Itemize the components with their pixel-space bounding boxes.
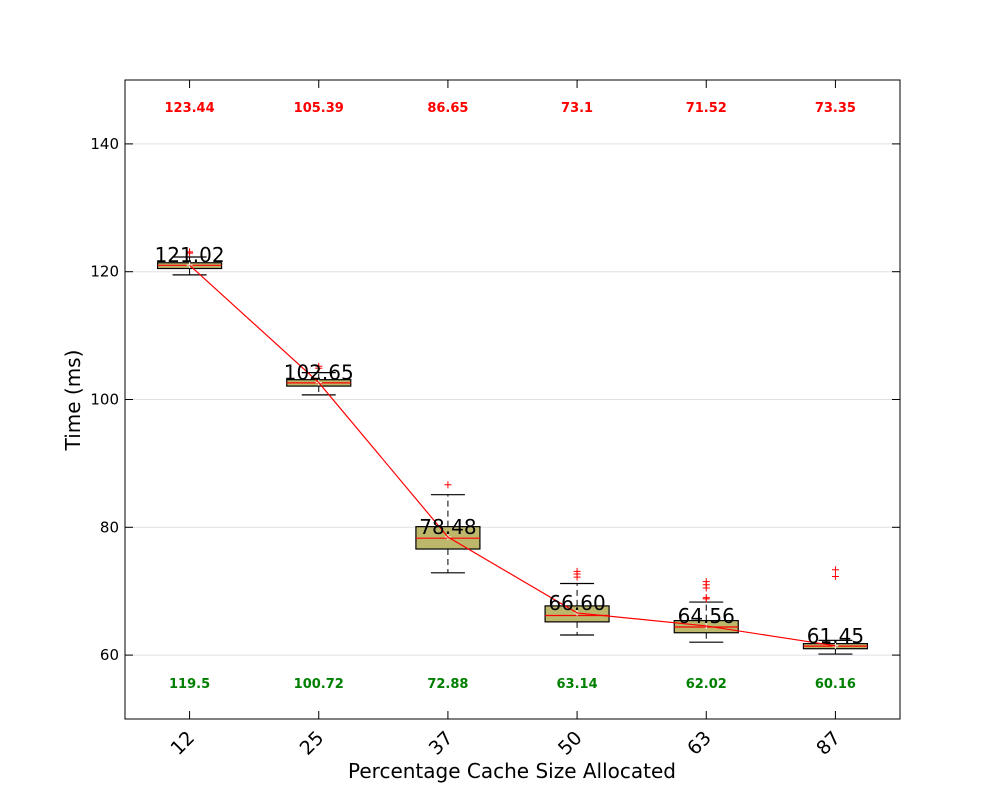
max-label: 73.35 xyxy=(815,101,856,116)
x-axis-label: Percentage Cache Size Allocated xyxy=(348,759,676,783)
mean-label: 78.48 xyxy=(419,515,476,539)
max-label: 105.39 xyxy=(294,101,344,116)
box-50 xyxy=(544,567,610,636)
outlier-point xyxy=(702,594,710,602)
mean-label: 61.45 xyxy=(807,624,864,648)
min-label: 63.14 xyxy=(557,677,598,692)
box-37 xyxy=(415,481,481,574)
min-label: 72.88 xyxy=(427,677,468,692)
outlier-point xyxy=(315,362,323,370)
outlier-point xyxy=(702,578,710,586)
min-label: 119.5 xyxy=(169,677,210,692)
labels: 123.44 119.5 121.02 105.39 100.72 102.65 86.65… xyxy=(155,101,864,692)
min-label: 100.72 xyxy=(294,677,344,692)
outlier-point xyxy=(444,481,452,489)
mean-label: 66.60 xyxy=(548,591,605,615)
box-87 xyxy=(802,566,869,655)
y-tick-label: 140 xyxy=(90,135,119,153)
y-tick-label: 100 xyxy=(90,391,119,409)
y-axis-label: Time (ms) xyxy=(61,350,85,452)
min-label: 62.02 xyxy=(686,677,727,692)
mean-label: 102.65 xyxy=(284,361,354,385)
outlier-point xyxy=(186,249,194,257)
outlier-point xyxy=(831,573,839,581)
y-tick-label: 120 xyxy=(90,263,119,281)
y-tick-label: 60 xyxy=(100,646,119,664)
min-label: 60.16 xyxy=(815,677,856,692)
max-label: 123.44 xyxy=(164,101,214,116)
mean-marker xyxy=(186,262,193,269)
grid-lines xyxy=(125,143,900,656)
box-63 xyxy=(673,578,739,643)
mean-line xyxy=(189,264,836,647)
max-label: 71.52 xyxy=(686,101,727,116)
max-label: 86.65 xyxy=(427,101,468,116)
outlier-point xyxy=(573,567,581,575)
mean-label: 121.02 xyxy=(155,243,225,267)
mean-label: 64.56 xyxy=(678,604,735,628)
mean-line-layer xyxy=(189,264,836,647)
y-tick-label: 80 xyxy=(100,518,119,536)
outlier-point xyxy=(831,566,839,574)
max-label: 73.1 xyxy=(561,101,593,116)
